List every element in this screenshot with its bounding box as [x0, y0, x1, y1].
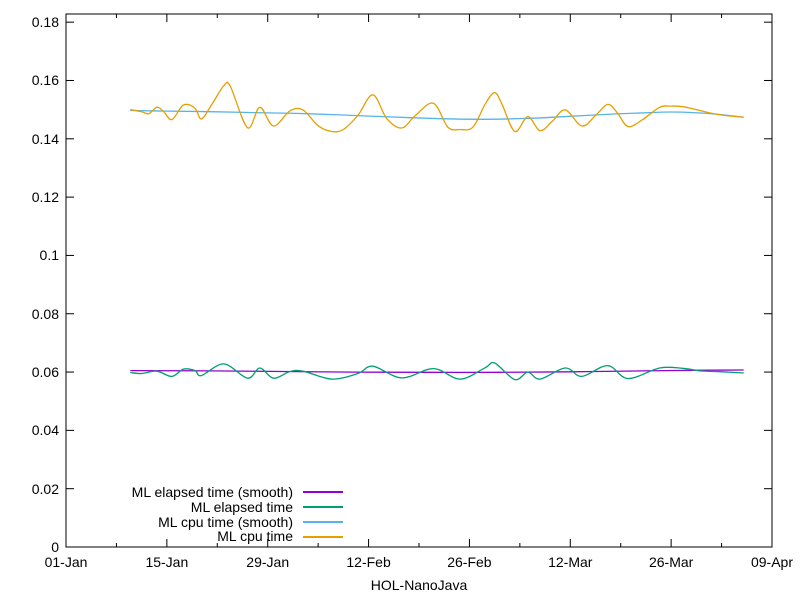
y-tick-label: 0.06 — [31, 364, 59, 381]
y-tick-label: 0.02 — [31, 480, 59, 497]
y-tick-label: 0 — [51, 539, 59, 555]
x-tick-label: 01-Jan — [44, 554, 88, 570]
y-tick-label: 0.16 — [31, 72, 59, 89]
x-tick-label: 09-Apr — [750, 554, 794, 570]
legend-line-sample — [303, 535, 343, 538]
y-tick-label: 0.18 — [31, 14, 59, 31]
legend: ML elapsed time (smooth) ML elapsed time… — [60, 485, 343, 544]
legend-line-sample — [303, 520, 343, 523]
x-tick-label: 26-Mar — [648, 554, 694, 570]
x-tick-label: 15-Jan — [145, 554, 189, 570]
legend-line-sample — [303, 491, 343, 494]
x-tick-label: 29-Jan — [246, 554, 290, 570]
legend-item-ml-cpu: ML cpu time — [60, 529, 343, 544]
legend-item-ml-cpu-smooth: ML cpu time (smooth) — [60, 513, 343, 530]
plot-border — [65, 13, 773, 548]
y-tick-label: 0.08 — [31, 305, 59, 322]
x-tick-label: 12-Feb — [346, 554, 391, 570]
x-axis-title: HOL-NanoJava — [370, 577, 468, 593]
x-tick-label: 12-Mar — [548, 554, 593, 570]
legend-label: ML elapsed time — [190, 498, 293, 515]
y-tick-label: 0.04 — [31, 422, 59, 439]
series-ml-cpu-time-line — [130, 81, 744, 133]
series-ml-cpu-time-smooth-line — [130, 109, 744, 120]
legend-label: ML cpu time (smooth) — [158, 513, 293, 530]
legend-line-sample — [303, 506, 343, 509]
y-tick-label: 0.14 — [31, 130, 59, 147]
legend-item-ml-elapsed-smooth: ML elapsed time (smooth) — [60, 485, 343, 500]
series-ml-elapsed-time-line — [130, 361, 744, 381]
x-tick-label: 26-Feb — [447, 554, 492, 570]
y-tick-label: 0.12 — [31, 189, 59, 206]
legend-label: ML cpu time — [217, 528, 293, 545]
series-ml-elapsed-time-smooth-line — [130, 369, 744, 374]
y-tick-label: 0.1 — [39, 247, 59, 264]
legend-label: ML elapsed time (smooth) — [131, 484, 293, 500]
legend-item-ml-elapsed: ML elapsed time — [60, 498, 343, 515]
